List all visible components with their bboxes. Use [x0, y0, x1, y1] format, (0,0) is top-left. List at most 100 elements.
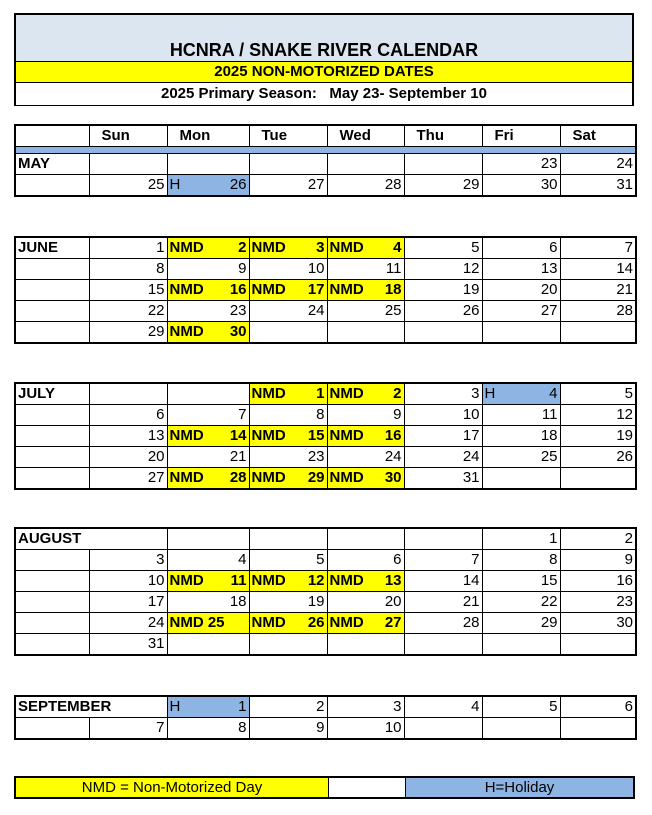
day-cell: 20 [88, 446, 168, 468]
week-row: 22 23 24 25 26 27 28 [14, 300, 637, 322]
empty-cell [248, 321, 328, 344]
day-cell: 22 [481, 591, 561, 613]
day-cell: 7 [88, 717, 168, 740]
empty-cell [559, 467, 637, 490]
blank-cell [14, 425, 90, 447]
nmd-marker: NMD [251, 614, 286, 631]
day-cell: 28 [559, 300, 637, 322]
day-number: 12 [616, 406, 633, 423]
day-cell: 6 [481, 236, 561, 259]
day-cell: 26 [559, 446, 637, 468]
day-number: 17 [147, 593, 165, 610]
day-number: 3 [316, 239, 325, 256]
nmd-day-cell: NMD 1 [248, 382, 328, 405]
day-number: 8 [156, 260, 165, 277]
day-number: 24 [616, 155, 633, 172]
day-number: 25 [147, 176, 165, 193]
nmd-marker: NMD [329, 614, 364, 631]
nmd-marker: NMD [251, 427, 286, 444]
legend-holiday: H=Holiday [406, 778, 633, 797]
day-number: 10 [462, 406, 480, 423]
day-number: 10 [384, 719, 402, 736]
day-number: 31 [616, 176, 633, 193]
day-cell: 2 [248, 695, 328, 718]
week-row: MAY 23 24 [14, 153, 637, 175]
nmd-marker: NMD [329, 239, 364, 256]
day-number: 29 [540, 614, 558, 631]
day-cell: 12 [559, 404, 637, 426]
day-number: 22 [540, 593, 558, 610]
empty-cell [166, 527, 250, 550]
empty-cell [481, 467, 561, 490]
day-cell: 14 [403, 570, 483, 592]
day-cell: 29 [403, 174, 483, 197]
blank-cell [14, 321, 90, 344]
day-cell: 10 [403, 404, 483, 426]
day-number: 7 [238, 406, 247, 423]
day-number: 4 [238, 551, 247, 568]
day-number: 7 [156, 719, 165, 736]
day-cell: 17 [88, 591, 168, 613]
empty-cell [326, 153, 405, 175]
empty-cell [248, 153, 328, 175]
nmd-day-cell: NMD 26 [248, 612, 328, 634]
day-cell: 13 [481, 258, 561, 280]
blank-cell [14, 404, 90, 426]
day-number: 4 [471, 698, 480, 715]
day-cell: 30 [559, 612, 637, 634]
blank-cell [14, 300, 90, 322]
day-number: 9 [393, 406, 402, 423]
day-number: 28 [384, 176, 402, 193]
day-cell: 31 [403, 467, 483, 490]
day-number: 14 [462, 572, 480, 589]
day-cell: 15 [481, 570, 561, 592]
month-june: JUNE 1 NMD 2 NMD 3 NMD 4 5 6 7 8 9 10 11 12 13 14 15 NMD 16 N… [14, 236, 637, 344]
day-number: 8 [316, 406, 325, 423]
day-number: 28 [229, 469, 247, 486]
day-number: 6 [624, 698, 634, 715]
week-row: 27 NMD 28 NMD 29 NMD 30 31 [14, 467, 637, 490]
week-row: 20 21 23 24 24 25 26 [14, 446, 637, 468]
day-number: 6 [393, 551, 402, 568]
day-number: 7 [624, 239, 633, 256]
month-july: JULY NMD 1 NMD 2 3 H 4 5 6 7 8 9 10 11 12 13 NMD 14 NMD 15 NM… [14, 382, 637, 490]
nmd-day-cell: NMD 16 [166, 279, 250, 301]
day-number: 30 [616, 614, 633, 631]
day-number: 18 [229, 593, 247, 610]
blank-cell [14, 467, 90, 490]
day-number: 2 [316, 698, 325, 715]
day-cell: 15 [88, 279, 168, 301]
day-number: 31 [147, 635, 165, 652]
day-number: 26 [307, 614, 325, 631]
day-cell: 21 [166, 446, 250, 468]
day-number: 26 [462, 302, 480, 319]
empty-cell [326, 527, 405, 550]
day-cell: 18 [481, 425, 561, 447]
nmd-day-cell: NMD 11 [166, 570, 250, 592]
week-row: JUNE 1 NMD 2 NMD 3 NMD 4 5 6 7 [14, 236, 637, 259]
nmd-day-cell: NMD 16 [326, 425, 405, 447]
empty-cell [326, 321, 405, 344]
nmd-marker: NMD [169, 427, 204, 444]
nmd-day-cell: NMD 29 [248, 467, 328, 490]
day-number: 22 [147, 302, 165, 319]
day-cell: 5 [248, 549, 328, 571]
day-cell: 19 [403, 279, 483, 301]
blank-cell [14, 174, 90, 197]
day-number: 31 [462, 469, 480, 486]
day-number: 14 [229, 427, 247, 444]
day-cell: 29 [481, 612, 561, 634]
day-cell: 3 [326, 695, 405, 718]
day-cell: 29 [88, 321, 168, 344]
day-number: 13 [540, 260, 558, 277]
day-cell: 23 [166, 300, 250, 322]
day-number: 9 [238, 260, 247, 277]
day-number: 1 [316, 385, 325, 402]
day-number: 11 [541, 406, 558, 423]
weekday-thu: Thu [403, 124, 483, 147]
day-number: 24 [384, 448, 402, 465]
day-number: 5 [316, 551, 325, 568]
legend-nmd: NMD = Non-Motorized Day [16, 778, 329, 797]
day-number: 21 [462, 593, 480, 610]
nmd-marker: NMD [169, 323, 204, 340]
